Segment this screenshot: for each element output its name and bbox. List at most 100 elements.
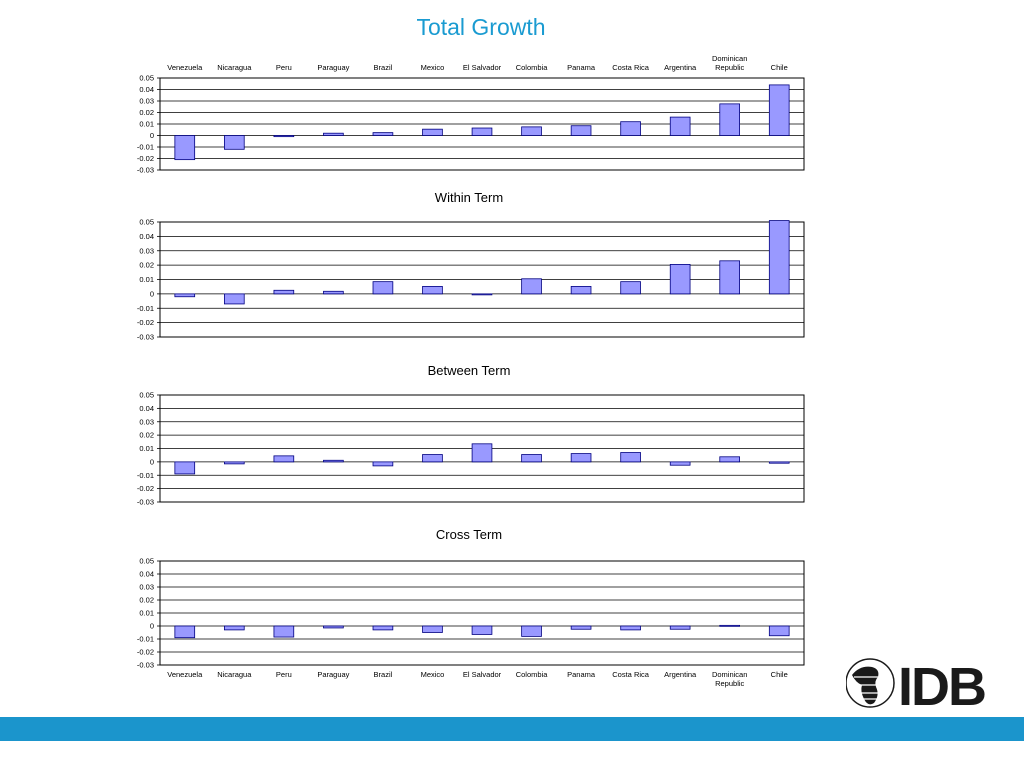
category-label-el-salvador: El Salvador [463, 63, 502, 72]
y-tick-label: 0.04 [139, 404, 154, 413]
globe-icon [846, 658, 895, 708]
y-tick-label: -0.01 [137, 143, 154, 152]
y-tick-label: 0.05 [139, 74, 154, 83]
bar-costa-rica [620, 121, 641, 136]
chart-title: Between Term [428, 363, 511, 378]
footer-bar [0, 717, 1024, 741]
y-tick-label: 0.05 [139, 391, 154, 400]
bar-peru [273, 289, 295, 295]
y-tick-label: -0.02 [137, 154, 154, 163]
bar-panama [570, 125, 592, 136]
y-tick-label: -0.02 [137, 318, 154, 327]
bar-costa-rica [620, 452, 641, 463]
bar-brazil [372, 625, 394, 631]
y-tick-label: 0.04 [139, 232, 154, 241]
bar-mexico [422, 128, 443, 136]
y-tick-label: 0 [150, 622, 154, 631]
category-label-costa-rica: Costa Rica [612, 670, 650, 679]
bar-panama [570, 453, 592, 463]
category-label-argentina: Argentina [664, 63, 697, 72]
bar-argentina [669, 264, 691, 295]
y-tick-label: 0.02 [139, 108, 154, 117]
y-tick-label: -0.02 [137, 648, 154, 657]
bar-nicaragua [223, 135, 245, 150]
bar-colombia [521, 126, 542, 136]
bar-dominican-republic [719, 624, 740, 627]
y-tick-label: -0.03 [137, 166, 154, 175]
category-label-chile: Chile [771, 63, 788, 72]
bar-venezuela [174, 461, 196, 475]
bar-chile [768, 220, 790, 295]
bar-paraguay [323, 625, 344, 629]
y-tick-label: 0.03 [139, 417, 154, 426]
bar-venezuela [174, 135, 196, 161]
y-tick-label: -0.03 [137, 498, 154, 507]
y-tick-label: 0.01 [139, 275, 154, 284]
category-label-chile: Chile [771, 670, 788, 679]
category-label-nicaragua: Nicaragua [217, 670, 252, 679]
bar-peru [273, 625, 295, 638]
category-label-venezuela: Venezuela [167, 63, 203, 72]
y-tick-label: 0.03 [139, 246, 154, 255]
y-tick-label: 0.02 [139, 596, 154, 605]
bar-colombia [521, 454, 542, 463]
bar-argentina [669, 461, 691, 466]
chart-title: Cross Term [436, 527, 502, 542]
category-label-paraguay: Paraguay [317, 63, 349, 72]
bar-panama [570, 625, 592, 630]
y-tick-label: -0.01 [137, 304, 154, 313]
category-label-mexico: Mexico [421, 670, 445, 679]
y-tick-label: -0.03 [137, 661, 154, 670]
bar-paraguay [323, 459, 344, 463]
cross-term-chart: Cross Term 0.05 0.04 0.03 0.02 0.01 0 -0.01 -0.0… [137, 527, 805, 688]
y-tick-label: -0.01 [137, 471, 154, 480]
y-tick-label: 0.03 [139, 583, 154, 592]
category-label-panama: Panama [567, 63, 596, 72]
bar-brazil [372, 461, 394, 467]
category-label-el-salvador: El Salvador [463, 670, 502, 679]
y-tick-label: -0.01 [137, 635, 154, 644]
y-tick-label: 0.04 [139, 85, 154, 94]
category-label-colombia: Colombia [516, 63, 549, 72]
bar-mexico [422, 286, 443, 295]
category-label-peru: Peru [276, 63, 292, 72]
y-tick-label: 0.03 [139, 97, 154, 106]
bar-brazil [372, 281, 394, 295]
category-label-brazil: Brazil [374, 670, 393, 679]
slide-title: Total Growth [416, 14, 546, 40]
category-label-dominican-republic: Dominican Republic [712, 670, 747, 688]
logo-text: IDB [898, 657, 985, 711]
bar-paraguay [323, 290, 344, 295]
bar-mexico [422, 454, 443, 463]
y-tick-label: -0.02 [137, 484, 154, 493]
bar-venezuela [174, 625, 196, 639]
y-tick-label: 0.02 [139, 431, 154, 440]
bar-el-salvador [471, 127, 493, 136]
bar-colombia [521, 278, 542, 295]
category-label-brazil: Brazil [374, 63, 393, 72]
category-label-nicaragua: Nicaragua [217, 63, 252, 72]
category-label-dominican-republic: Dominican Republic [712, 54, 747, 72]
bar-el-salvador [471, 293, 493, 296]
bar-paraguay [323, 132, 344, 136]
y-tick-label: 0.04 [139, 570, 154, 579]
category-label-argentina: Argentina [664, 670, 697, 679]
category-label-mexico: Mexico [421, 63, 445, 72]
idb-logo: IDB [846, 657, 987, 711]
bar-chile [768, 84, 790, 136]
category-label-peru: Peru [276, 670, 292, 679]
bar-nicaragua [223, 293, 245, 305]
bar-argentina [669, 116, 691, 136]
y-tick-label: 0 [150, 289, 154, 298]
within-term-chart: Within Term 0.05 0.04 0.03 0.02 0.01 0 -0.01 -0.… [137, 190, 805, 342]
bar-dominican-republic [719, 456, 740, 463]
bar-el-salvador [471, 625, 493, 635]
y-tick-label: 0.01 [139, 120, 154, 129]
bar-mexico [422, 625, 443, 633]
category-label-colombia: Colombia [516, 670, 549, 679]
chart-title: Within Term [435, 190, 503, 205]
y-tick-label: 0 [150, 457, 154, 466]
bar-costa-rica [620, 625, 641, 631]
bar-colombia [521, 625, 542, 637]
total-growth-chart: 0.05 0.04 0.03 0.02 0.01 0 -0.01 -0.02 -0.03 Vene… [137, 54, 805, 175]
